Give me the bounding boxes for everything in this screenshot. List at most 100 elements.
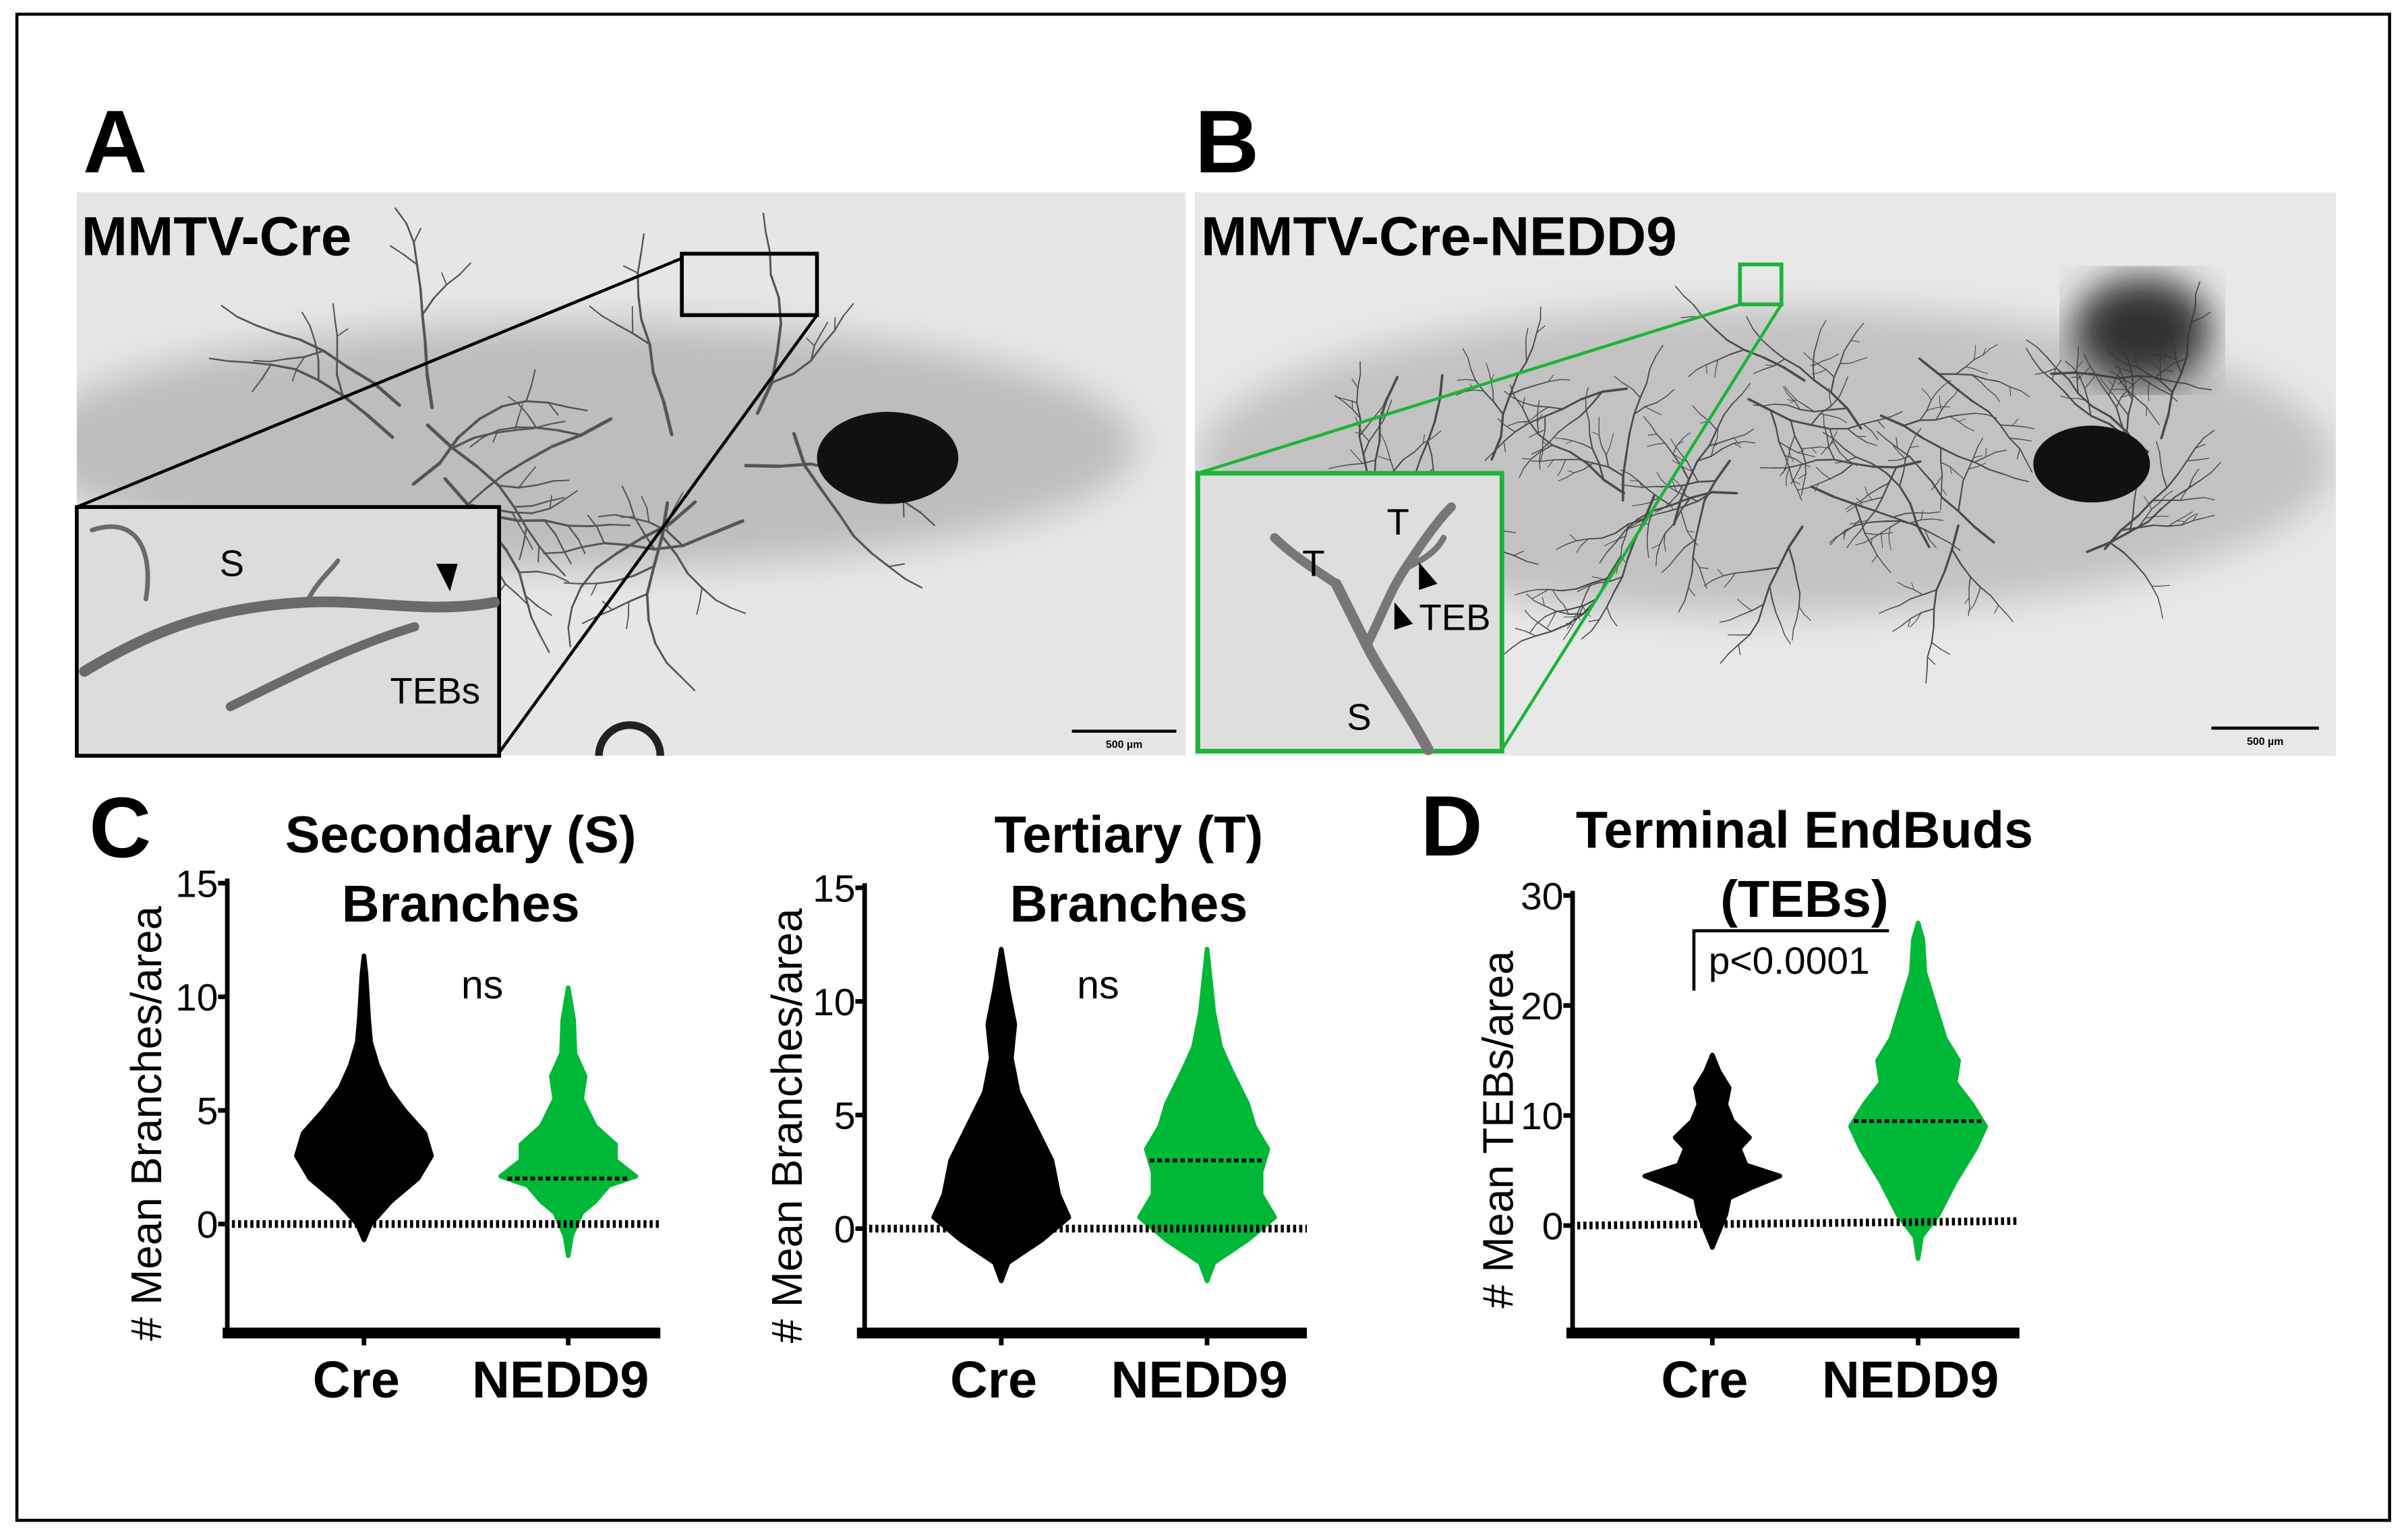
duct xyxy=(1565,622,1574,625)
duct xyxy=(1697,444,1711,462)
duct xyxy=(1664,522,1675,535)
inset-b-label-t2: T xyxy=(1387,502,1409,543)
duct xyxy=(1609,576,1623,582)
duct xyxy=(1522,407,1530,422)
duct xyxy=(1540,624,1552,632)
duct xyxy=(1899,598,1911,606)
duct xyxy=(303,350,325,358)
duct xyxy=(1856,322,1864,332)
duct xyxy=(2186,447,2196,462)
duct xyxy=(1862,419,1879,425)
duct xyxy=(1830,396,1840,407)
duct xyxy=(1801,484,1804,496)
duct xyxy=(1486,363,1490,372)
duct xyxy=(1684,587,1689,602)
duct xyxy=(2055,359,2062,369)
duct xyxy=(666,529,684,547)
duct xyxy=(1557,423,1569,433)
duct xyxy=(651,371,666,404)
duct xyxy=(2159,388,2171,395)
duct xyxy=(1611,432,1614,441)
duct xyxy=(1702,316,1715,330)
duct xyxy=(1796,399,1806,407)
duct xyxy=(2147,382,2150,393)
duct xyxy=(1351,378,1359,388)
duct xyxy=(1624,518,1639,531)
duct xyxy=(1525,349,1527,363)
duct xyxy=(2171,372,2183,394)
duct xyxy=(1762,566,1780,571)
duct xyxy=(524,595,533,619)
duct xyxy=(1515,628,1526,632)
duct xyxy=(1644,406,1654,412)
duct xyxy=(2161,516,2169,517)
duct xyxy=(792,359,813,375)
duct xyxy=(1943,380,1951,386)
duct xyxy=(1535,381,1549,386)
duct xyxy=(2034,371,2047,375)
duct xyxy=(549,499,566,510)
inset-b-label-t1: T xyxy=(1302,543,1324,584)
duct xyxy=(1655,555,1657,567)
duct xyxy=(1914,428,1922,438)
duct xyxy=(1977,438,1984,448)
duct xyxy=(1763,585,1771,605)
duct xyxy=(1757,603,1765,622)
duct xyxy=(1854,503,1861,520)
duct xyxy=(1565,540,1577,545)
duct xyxy=(2076,373,2084,381)
chart-title: Tertiary (T) xyxy=(995,806,1264,864)
duct xyxy=(2144,508,2152,519)
duct xyxy=(1357,424,1363,434)
duct xyxy=(1647,547,1649,558)
duct xyxy=(1622,382,1633,390)
duct xyxy=(1390,459,1394,472)
duct xyxy=(1910,612,1922,620)
duct xyxy=(544,519,570,527)
duct xyxy=(1971,374,1987,380)
duct xyxy=(765,231,771,253)
duct xyxy=(1965,366,1974,369)
duct xyxy=(2084,380,2092,389)
duct xyxy=(1966,427,1974,431)
duct xyxy=(2016,448,2021,460)
duct xyxy=(2020,390,2030,397)
duct xyxy=(1544,611,1557,618)
duct xyxy=(1885,471,1901,487)
duct xyxy=(1973,525,1995,544)
duct xyxy=(1605,454,1610,468)
duct xyxy=(1920,518,1933,520)
duct xyxy=(1535,630,1552,637)
duct xyxy=(1358,435,1365,456)
duct xyxy=(1744,441,1756,444)
duct xyxy=(1575,582,1592,590)
duct xyxy=(1699,567,1704,579)
duct xyxy=(1598,606,1608,621)
duct xyxy=(445,273,461,286)
duct xyxy=(1790,474,1797,485)
duct xyxy=(1905,512,1919,514)
duct xyxy=(1810,363,1818,366)
duct xyxy=(2055,367,2069,380)
duct xyxy=(1676,547,1686,558)
duct xyxy=(640,233,645,254)
duct xyxy=(1821,447,1827,456)
duct xyxy=(632,332,651,345)
duct xyxy=(626,543,656,551)
duct xyxy=(1931,481,1943,499)
duct xyxy=(1622,452,1628,477)
duct xyxy=(1541,459,1554,462)
duct xyxy=(1349,462,1363,466)
duct xyxy=(1708,429,1718,447)
duct xyxy=(1818,369,1827,373)
duct xyxy=(296,356,305,369)
duct xyxy=(1540,442,1550,450)
duct xyxy=(1680,510,1685,522)
duct xyxy=(2192,517,2205,522)
duct xyxy=(2143,495,2148,503)
duct xyxy=(1931,391,1938,401)
duct xyxy=(1958,421,1967,428)
inset-a xyxy=(75,505,502,758)
duct xyxy=(1538,450,1541,462)
duct xyxy=(1544,605,1556,612)
